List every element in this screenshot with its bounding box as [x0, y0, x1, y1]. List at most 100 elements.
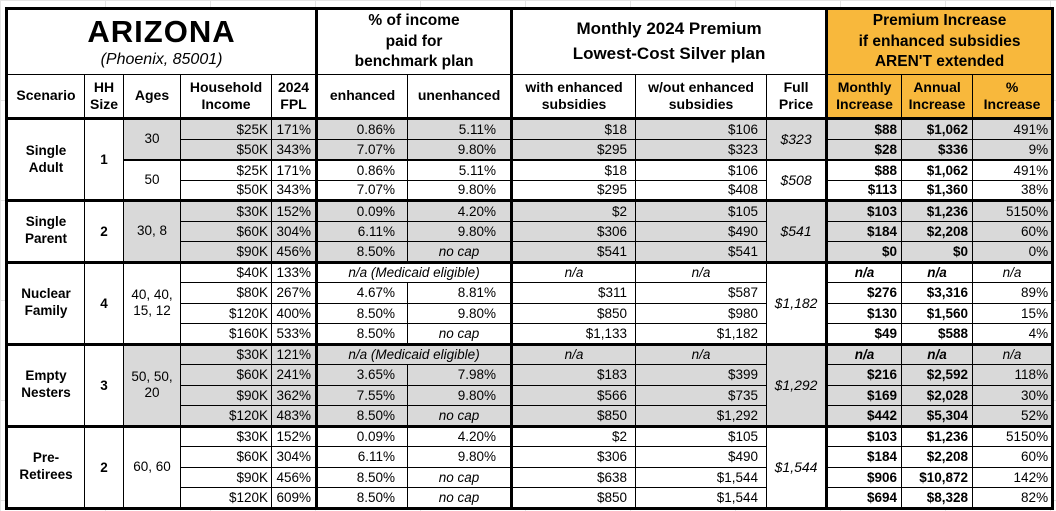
with-subsidies-cell: $1,133 — [510, 323, 637, 345]
hh-size-cell: 2 — [84, 424, 124, 509]
annual-increase-cell: $3,316 — [901, 282, 974, 304]
enhanced-pct-cell: 7.55% — [315, 384, 409, 406]
income-cell: $50K — [180, 138, 272, 160]
fpl-cell: 609% — [270, 487, 318, 509]
annual-increase-cell: $0 — [901, 241, 974, 263]
annual-increase-cell: $5,304 — [901, 405, 974, 427]
without-subsidies-cell: n/a — [635, 260, 768, 283]
monthly-increase-cell: $694 — [825, 487, 903, 509]
fpl-cell: 133% — [270, 260, 318, 283]
income-cell: $60K — [180, 446, 272, 468]
col-header-household-income: Household Income — [180, 74, 272, 119]
unenhanced-pct-cell: 9.80% — [407, 384, 513, 406]
table-row: 50 $25K 171% 0.86% 5.11% $18 $106 $508 $88 $1,062… — [7, 158, 1054, 201]
monthly-increase-cell: $88 — [825, 117, 903, 140]
income-cell: $60K — [180, 220, 272, 242]
with-subsidies-cell: $306 — [510, 220, 637, 242]
unenhanced-pct-cell: 7.98% — [407, 364, 513, 386]
enhanced-pct-cell: 7.07% — [315, 179, 409, 201]
monthly-increase-cell: $130 — [825, 302, 903, 324]
unenhanced-pct-cell: no cap — [407, 241, 513, 263]
full-price-cell: $508 — [766, 158, 828, 201]
col-header-annual-increase: Annual Increase — [901, 74, 974, 119]
unenhanced-pct-cell: no cap — [407, 487, 513, 509]
with-subsidies-cell: $850 — [510, 302, 637, 324]
unenhanced-pct-cell: 5.11% — [407, 158, 513, 181]
col-header-hh-size: HH Size — [84, 74, 124, 119]
col-header-fpl: 2024 FPL — [270, 74, 318, 119]
pct-increase-cell: 60% — [972, 220, 1054, 242]
without-subsidies-cell: $490 — [635, 446, 768, 468]
table-body: Single Adult 1 30 $25K 171% 0.86% 5.11% $18 $106… — [6, 117, 1054, 509]
with-subsidies-cell: $2 — [510, 199, 637, 222]
pct-increase-cell: 118% — [972, 364, 1054, 386]
scenario-cell: Empty Nesters — [6, 342, 85, 427]
col-header-pct-increase: % Increase — [972, 74, 1054, 119]
scenario-cell: Nuclear Family — [6, 260, 85, 345]
fpl-cell: 171% — [270, 117, 318, 140]
without-subsidies-cell: n/a — [635, 342, 768, 365]
annual-increase-cell: $8,328 — [901, 487, 974, 509]
scenario-cell: Pre-Retirees — [6, 424, 85, 509]
monthly-increase-cell: $216 — [825, 364, 903, 386]
col-header-full-price: Full Price — [766, 74, 828, 119]
annual-increase-cell: n/a — [901, 260, 974, 283]
annual-increase-cell: $1,236 — [901, 424, 974, 447]
enhanced-pct-cell: 8.50% — [315, 241, 409, 263]
unenhanced-pct-cell: no cap — [407, 405, 513, 427]
monthly-increase-cell: n/a — [825, 342, 903, 365]
ages-cell: 50, 50, 20 — [123, 342, 181, 427]
annual-increase-cell: $1,360 — [901, 179, 974, 201]
hh-size-cell: 1 — [84, 117, 124, 201]
scenario-cell: Single Parent — [6, 199, 85, 263]
fpl-cell: 483% — [270, 405, 318, 427]
unenhanced-pct-cell: no cap — [407, 323, 513, 345]
enhanced-pct-cell: 6.11% — [315, 446, 409, 468]
unenhanced-pct-cell: 9.80% — [407, 446, 513, 468]
monthly-increase-cell: $184 — [825, 220, 903, 242]
table-row: $60K 304% 6.11% 9.80% $306 $490 $184 $2,208 60% — [7, 220, 1054, 242]
monthly-increase-cell: $113 — [825, 179, 903, 201]
pct-increase-cell: 5150% — [972, 424, 1054, 447]
monthly-increase-cell: $28 — [825, 138, 903, 160]
scenario-cell: Single Adult — [6, 117, 85, 201]
fpl-cell: 304% — [270, 446, 318, 468]
monthly-increase-cell: $103 — [825, 199, 903, 222]
table-row: $160K 533% 8.50% no cap $1,133 $1,182 $49 $588 4… — [7, 323, 1054, 345]
table-row: $50K 343% 7.07% 9.80% $295 $408 $113 $1,360 38% — [7, 179, 1054, 201]
increase-group-header: Premium Increase if enhanced subsidies A… — [825, 8, 1054, 75]
income-cell: $60K — [180, 364, 272, 386]
enhanced-pct-cell: 8.50% — [315, 323, 409, 345]
ages-cell: 60, 60 — [123, 424, 181, 509]
enhanced-pct-cell: 8.50% — [315, 487, 409, 509]
pct-increase-cell: 5150% — [972, 199, 1054, 222]
income-cell: $90K — [180, 241, 272, 263]
hh-size-cell: 3 — [84, 342, 124, 427]
unenhanced-pct-cell: 4.20% — [407, 199, 513, 222]
without-subsidies-cell: $735 — [635, 384, 768, 406]
without-subsidies-cell: $1,292 — [635, 405, 768, 427]
income-cell: $25K — [180, 158, 272, 181]
with-subsidies-cell: $566 — [510, 384, 637, 406]
enhanced-pct-cell: 0.09% — [315, 424, 409, 447]
without-subsidies-cell: $1,544 — [635, 466, 768, 488]
table-row: Single Parent 2 30, 8 $30K 152% 0.09% 4.20% $2 $… — [6, 199, 1054, 263]
fpl-cell: 152% — [270, 424, 318, 447]
income-cell: $90K — [180, 466, 272, 488]
income-cell: $120K — [180, 302, 272, 324]
fpl-cell: 343% — [270, 179, 318, 201]
table-row: $90K 362% 7.55% 9.80% $566 $735 $169 $2,028 30% — [7, 384, 1054, 406]
unenhanced-pct-cell: 9.80% — [407, 179, 513, 201]
full-price-cell: $323 — [766, 117, 828, 160]
income-cell: $50K — [180, 179, 272, 201]
without-subsidies-cell: $980 — [635, 302, 768, 324]
monthly-increase-cell: n/a — [825, 260, 903, 283]
without-subsidies-cell: $1,544 — [635, 487, 768, 509]
table-row: Empty Nesters 3 50, 50, 20 $30K 121% n/a (Med… — [6, 342, 1054, 427]
without-subsidies-cell: $399 — [635, 364, 768, 386]
ages-cell: 50 — [123, 158, 181, 201]
full-price-cell: $541 — [766, 199, 828, 263]
pct-increase-cell: 38% — [972, 179, 1054, 201]
table-row: $50K 343% 7.07% 9.80% $295 $323 $28 $336 9% — [7, 138, 1054, 160]
with-subsidies-cell: $295 — [510, 138, 637, 160]
